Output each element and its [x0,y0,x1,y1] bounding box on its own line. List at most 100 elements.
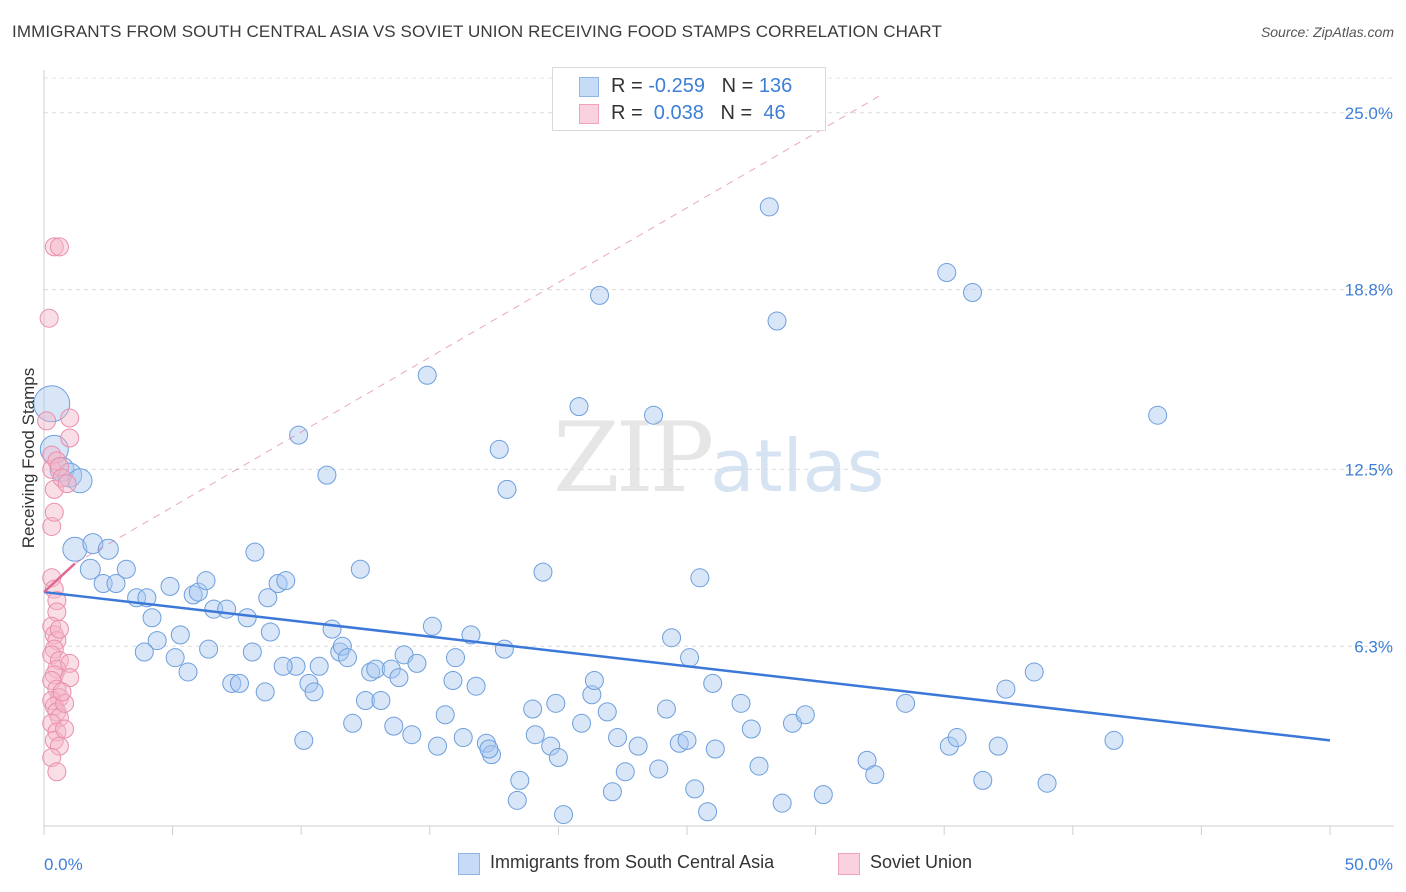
data-point-blue [165,648,185,668]
data-point-blue [106,574,126,594]
correlation-legend: R = -0.259 N = 136 R = 0.038 N = 46 [552,67,826,131]
data-point-blue [896,693,916,713]
data-point-blue [188,582,208,602]
data-point-pink [42,445,62,465]
data-point-blue [350,559,370,579]
data-point-blue [116,559,136,579]
data-point-blue [79,558,101,580]
data-point-blue [494,639,514,659]
data-point-blue [680,648,700,668]
data-point-blue [422,616,442,636]
y-tick-label: 6.3% [1354,637,1393,656]
grid [44,77,1394,647]
data-point-blue [1148,405,1168,425]
trend-lines [43,95,1331,742]
series-legend-label: Soviet Union [870,852,973,872]
data-point-pink [49,237,69,257]
legend-n-label: N = [720,102,758,124]
data-point-pink [57,474,77,494]
y-tick-label: 12.5% [1345,460,1393,479]
data-point-pink [52,682,72,702]
data-point-blue [615,762,635,782]
data-point-blue [507,790,527,810]
data-point-blue [772,793,792,813]
chart-title: IMMIGRANTS FROM SOUTH CENTRAL ASIA VS SO… [12,22,942,41]
data-point-blue [309,656,329,676]
data-point-blue [608,728,628,748]
trend-line-blue [43,590,1331,742]
data-point-blue [569,397,589,417]
data-point-blue [548,748,568,768]
data-point-blue [597,702,617,722]
data-point-pink [42,645,62,665]
data-point-pink [60,428,80,448]
data-point-blue [134,642,154,662]
data-point-blue [795,705,815,725]
data-point-blue [304,682,324,702]
data-point-pink [49,619,69,639]
data-point-blue [160,576,180,596]
data-point-blue [741,719,761,739]
legend-n-value: 46 [757,102,786,124]
data-point-blue [590,285,610,305]
data-point-blue [237,608,257,628]
data-point-blue [602,782,622,802]
data-point-blue [332,636,352,656]
data-point-pink [49,457,69,477]
legend-swatch-pink [579,104,599,124]
data-point-pink [49,708,69,728]
data-point-blue [142,608,162,628]
data-point-blue [767,311,787,331]
data-point-blue [147,631,167,651]
data-point-blue [996,679,1016,699]
data-point-blue [199,639,219,659]
legend-row-pink: R = 0.038 N = 46 [579,102,786,126]
data-point-blue [183,585,203,605]
axis-labels: 6.3% 12.5% 18.8% 25.0% 0.0% 50.0% Receiving Fo… [19,104,1393,874]
data-point-blue [461,625,481,645]
data-point-blue [294,730,314,750]
data-point-pink [60,653,80,673]
data-point-blue [749,756,769,776]
data-point-pink [42,748,62,768]
data-point-blue [170,625,190,645]
data-point-blue [541,736,561,756]
data-point-blue [258,588,278,608]
data-point-blue [322,619,342,639]
data-point-blue [337,648,357,668]
data-point-blue [988,736,1008,756]
data-point-blue [361,662,381,682]
data-point-pink [42,516,62,536]
data-point-pink [44,502,64,522]
data-point-blue [62,536,88,562]
data-point-blue [217,599,237,619]
data-point-blue [497,479,517,499]
data-point-blue [690,568,710,588]
legend-r-value: 0.038 [648,102,704,124]
data-point-blue [582,685,602,705]
data-point-blue [649,759,669,779]
series-legend-swatch-blue [458,853,480,875]
data-point-blue [435,705,455,725]
data-point-blue [479,739,499,759]
data-point-pink [60,408,80,428]
x-tick-label: 50.0% [1345,855,1393,874]
data-point-blue [669,733,689,753]
data-point-blue [523,699,543,719]
data-point-blue [466,676,486,696]
data-point-pink [52,468,72,488]
series-soviet-union [37,237,80,782]
data-point-blue [698,802,718,822]
data-point-blue [273,656,293,676]
data-point-blue [947,728,967,748]
data-point-pink [55,719,75,739]
data-point-pink [39,308,59,328]
legend-r-value: -0.259 [648,75,705,97]
y-tick-label: 25.0% [1345,104,1393,123]
data-point-blue [1104,730,1124,750]
data-point-blue [242,642,262,662]
legend-r-label: R = [611,102,649,124]
legend-n-value: 136 [758,75,793,97]
data-point-blue [371,690,391,710]
series-legend-swatch-pink [838,853,860,875]
